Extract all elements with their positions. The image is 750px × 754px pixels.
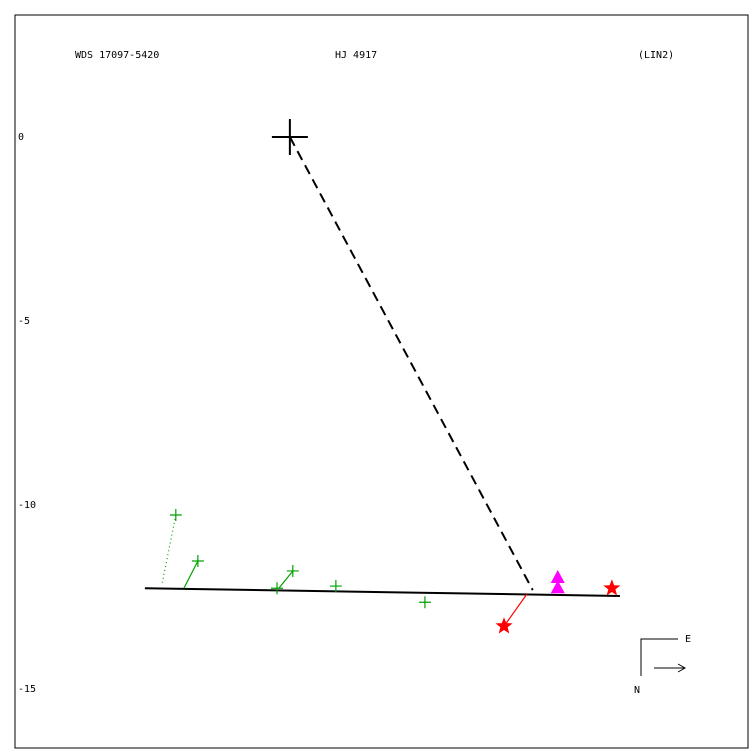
plus-marker (169, 509, 182, 522)
orbit-line (144, 587, 620, 597)
compass-arrowhead (677, 663, 687, 673)
y-tick-label: -5 (18, 316, 30, 327)
triangle-marker (550, 569, 565, 583)
frame (14, 14, 749, 749)
residual-line (183, 560, 199, 589)
annotation: (LIN2) (638, 50, 674, 61)
y-tick-label: 0 (18, 132, 24, 143)
plus-marker (286, 564, 299, 577)
triangle-marker (550, 580, 565, 594)
chart-subtitle: HJ 4917 (335, 50, 377, 61)
plus-marker (191, 555, 204, 568)
compass-axes (640, 638, 678, 676)
compass-north: N (634, 685, 640, 696)
compass-east: E (685, 634, 691, 645)
residual-line (278, 570, 294, 589)
plus-marker (329, 580, 342, 593)
plus-marker (270, 582, 283, 595)
star-marker (603, 579, 621, 596)
chart-title: WDS 17097-5420 (75, 50, 159, 61)
compass (640, 638, 687, 676)
star-marker (495, 617, 513, 634)
cross-marker (271, 119, 308, 156)
plus-marker (418, 596, 431, 609)
residual-line (503, 593, 528, 627)
residual-line (161, 514, 177, 586)
y-tick-label: -10 (18, 500, 36, 511)
connector-line (288, 136, 534, 591)
y-tick-label: -15 (18, 684, 36, 695)
